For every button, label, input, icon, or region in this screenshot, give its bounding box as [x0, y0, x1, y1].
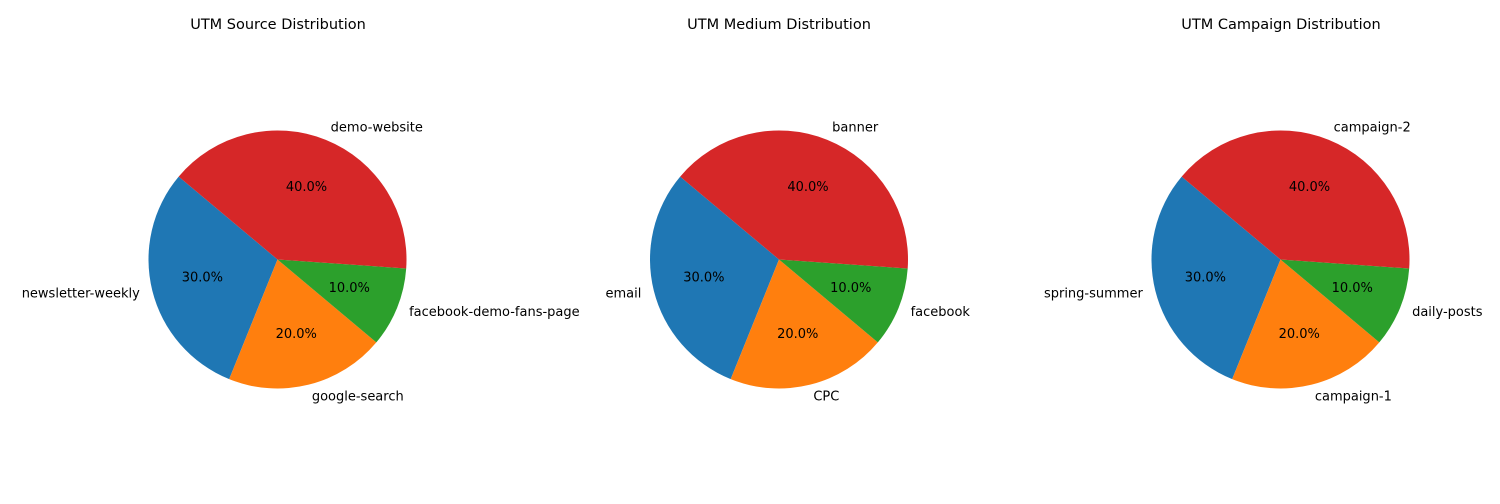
pie-slice-demo-website: [178, 130, 407, 269]
slice-label: facebook-demo-fans-page: [409, 305, 580, 320]
slice-label: facebook: [911, 305, 971, 320]
pie-slice-newsletter-weekly: [148, 176, 278, 380]
slice-label: banner: [832, 120, 879, 135]
pie-slice-google-search: [229, 259, 377, 389]
pie-slice-facebook-demo-fans-page: [277, 259, 407, 343]
pie-slice-spring-summer: [1151, 176, 1281, 380]
pie-slice-CPC: [730, 259, 878, 389]
pie-chart-campaign: UTM Campaign Distribution spring-summer 3…: [1044, 17, 1483, 405]
slice-percent-label: 20.0%: [1279, 327, 1320, 342]
slice-label: CPC: [813, 390, 839, 405]
pie-slice-email: [649, 176, 779, 380]
slice-label: newsletter-weekly: [22, 286, 140, 301]
pie-slice-campaign-2: [1181, 130, 1410, 269]
slice-label: campaign-1: [1315, 390, 1392, 405]
slice-percent-label: 20.0%: [276, 327, 317, 342]
pie-slice-daily-posts: [1280, 259, 1410, 343]
slice-label: campaign-2: [1334, 120, 1411, 135]
slice-percent-label: 40.0%: [286, 180, 327, 195]
slice-percent-label: 30.0%: [1185, 271, 1226, 286]
slice-label: google-search: [312, 390, 404, 405]
pie-slice-facebook: [779, 259, 908, 343]
pie-chart-medium: UTM Medium Distribution email 30.0% CPC 20.…: [605, 17, 970, 405]
chart-title-campaign: UTM Campaign Distribution: [1181, 17, 1380, 33]
slice-percent-label: 20.0%: [777, 327, 818, 342]
slice-percent-label: 40.0%: [1289, 180, 1330, 195]
slice-percent-label: 10.0%: [329, 281, 370, 296]
slice-label: daily-posts: [1412, 305, 1483, 320]
slice-percent-label: 40.0%: [787, 180, 828, 195]
slice-label: spring-summer: [1044, 286, 1144, 301]
slices-medium: email 30.0% CPC 20.0% facebook 10.0% banner 40.…: [605, 120, 970, 404]
slice-label: email: [605, 286, 641, 301]
slice-label: demo-website: [331, 120, 423, 135]
slices-campaign: spring-summer 30.0% campaign-1 20.0% daily-p…: [1044, 120, 1483, 404]
slices-source: newsletter-weekly 30.0% google-search 20.0%…: [22, 120, 580, 404]
slice-percent-label: 30.0%: [182, 271, 223, 286]
pie-slice-campaign-1: [1232, 259, 1380, 389]
chart-title-source: UTM Source Distribution: [190, 17, 366, 33]
slice-percent-label: 10.0%: [1332, 281, 1373, 296]
pie-slice-banner: [680, 130, 909, 269]
slice-percent-label: 30.0%: [683, 271, 724, 286]
slice-percent-label: 10.0%: [830, 281, 871, 296]
chart-title-medium: UTM Medium Distribution: [687, 17, 871, 33]
pie-chart-source: UTM Source Distribution newsletter-weekl…: [22, 17, 580, 405]
